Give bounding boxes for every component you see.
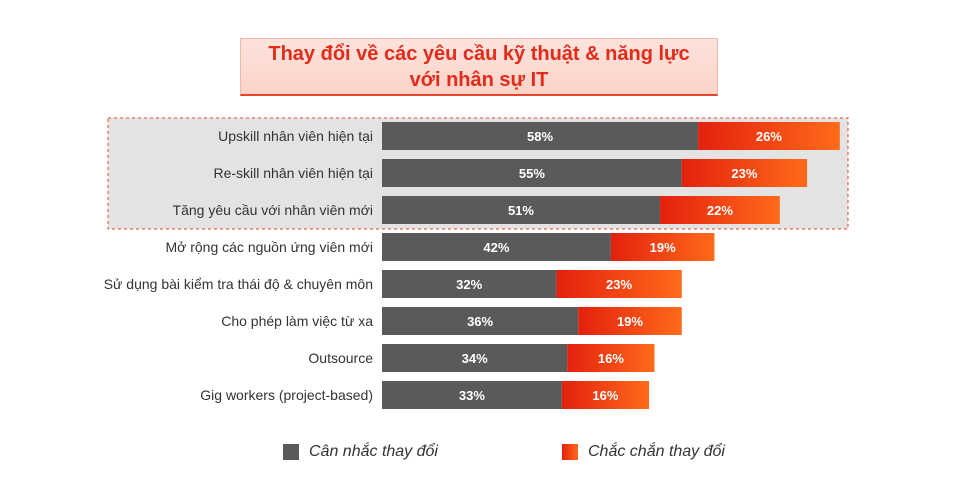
data-label-certain: 16%: [598, 351, 624, 366]
data-label-certain: 26%: [756, 129, 782, 144]
data-label-certain: 22%: [707, 203, 733, 218]
bar-considering: [382, 122, 699, 150]
stacked-bar-chart: Upskill nhân viên hiện tại 58% 26% Re-skill…: [104, 117, 849, 409]
chart-title-line-1: Thay đổi về các yêu cầu kỹ thuật & năng …: [268, 42, 690, 65]
category-label: Outsource: [308, 350, 373, 366]
category-label: Re-skill nhân viên hiện tại: [213, 165, 373, 181]
bar-certain: [659, 196, 780, 224]
legend-label-considering: Cân nhắc thay đổi: [309, 443, 438, 460]
data-label-certain: 16%: [592, 388, 618, 403]
bar-considering: [382, 159, 682, 187]
bar-certain: [698, 122, 840, 150]
data-label-considering: 32%: [456, 277, 482, 292]
data-label-certain: 23%: [606, 277, 632, 292]
data-label-considering: 55%: [519, 166, 545, 181]
category-label: Gig workers (project-based): [200, 387, 373, 403]
data-label-considering: 34%: [462, 351, 488, 366]
legend-swatch-considering: [283, 444, 299, 460]
data-label-considering: 42%: [483, 240, 509, 255]
category-label: Tăng yêu cầu với nhân viên mới: [173, 202, 373, 218]
category-label: Sử dụng bài kiểm tra thái độ & chuyên mô…: [104, 276, 373, 292]
chart-title-box: Thay đổi về các yêu cầu kỹ thuật & năng …: [240, 38, 718, 96]
legend-swatch-certain: [562, 444, 578, 460]
bar-considering: [382, 307, 579, 335]
bar-certain: [561, 381, 650, 409]
bar-certain: [681, 159, 808, 187]
legend-label-certain: Chắc chắn thay đổi: [588, 443, 725, 460]
bar-considering: [382, 381, 562, 409]
data-label-considering: 58%: [527, 129, 553, 144]
legend-item-certain: Chắc chắn thay đổi: [562, 440, 725, 464]
bar-certain: [578, 307, 682, 335]
data-label-considering: 36%: [467, 314, 493, 329]
data-label-considering: 33%: [459, 388, 485, 403]
bar-certain: [556, 270, 682, 298]
category-label: Upskill nhân viên hiện tại: [218, 128, 373, 144]
bar-considering: [382, 196, 660, 224]
data-label-certain: 19%: [650, 240, 676, 255]
bar-certain: [567, 344, 655, 372]
bar-considering: [382, 270, 557, 298]
bar-considering: [382, 344, 568, 372]
category-label: Cho phép làm việc từ xa: [221, 313, 373, 329]
category-label: Mở rộng các nguồn ứng viên mới: [166, 239, 374, 255]
chart-title-line-2: với nhân sự IT: [409, 68, 549, 91]
data-label-considering: 51%: [508, 203, 534, 218]
legend-item-considering: Cân nhắc thay đổi: [283, 440, 438, 464]
data-label-certain: 23%: [731, 166, 757, 181]
bar-considering: [382, 233, 611, 261]
data-label-certain: 19%: [617, 314, 643, 329]
bar-certain: [610, 233, 715, 261]
